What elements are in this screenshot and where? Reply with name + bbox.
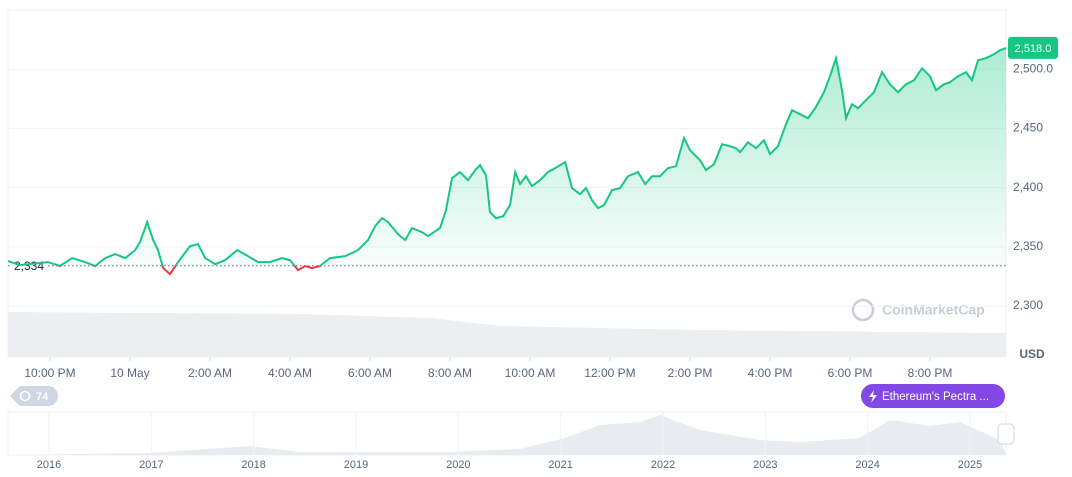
x-tick-label: 8:00 PM	[908, 366, 953, 380]
x-tick-label: 2:00 PM	[668, 366, 713, 380]
price-tag	[1008, 36, 1058, 59]
area	[8, 47, 1006, 266]
currency-label: USD	[1019, 347, 1045, 361]
watermark-text: CoinMarketCap	[882, 302, 985, 318]
x-tick-label: 10:00 PM	[24, 366, 75, 380]
navigator-year: 2022	[651, 459, 675, 471]
badge-count[interactable]: 74	[36, 391, 49, 403]
watermark: CoinMarketCap	[851, 298, 985, 322]
y-tick-label: 2,450	[1013, 121, 1043, 135]
y-tick-label: 2,300	[1013, 298, 1043, 312]
navigator-year: 2023	[753, 459, 777, 471]
x-tick-label: 4:00 PM	[748, 366, 793, 380]
navigator-handle[interactable]	[997, 423, 1015, 445]
x-tick-label: 10 May	[110, 366, 149, 380]
price-tag-label: 2,518.0	[1015, 43, 1052, 55]
x-tick-label: 4:00 AM	[268, 366, 312, 380]
navigator-year: 2021	[548, 459, 572, 471]
price-line	[7, 46, 1007, 266]
navigator-area	[8, 415, 1006, 455]
navigator-year: 2018	[241, 459, 265, 471]
y-tick-label: 2,400	[1013, 180, 1043, 194]
x-tick-label: 6:00 PM	[828, 366, 873, 380]
y-tick-label: 2,500.0	[1013, 61, 1053, 75]
navigator-year: 2017	[139, 459, 163, 471]
x-tick-label: 8:00 AM	[428, 366, 472, 380]
navigator-year: 2016	[37, 459, 61, 471]
volume-area	[8, 312, 1006, 357]
event-text[interactable]: Ethereum's Pectra ...	[882, 391, 989, 403]
navigator-year: 2019	[344, 459, 368, 471]
event-badge[interactable]: Ethereum's Pectra ...	[861, 384, 1005, 408]
x-tick-label: 6:00 AM	[348, 366, 392, 380]
baseline-label: 2,334	[14, 259, 44, 273]
x-tick-label: 12:00 PM	[584, 366, 635, 380]
navigator-year: 2025	[958, 459, 982, 471]
navigator-year: 2024	[855, 459, 879, 471]
navigator-year: 2020	[446, 459, 470, 471]
y-tick-label: 2,350	[1013, 239, 1043, 253]
x-tick-label: 10:00 AM	[505, 366, 556, 380]
badge[interactable]: 74	[10, 386, 58, 406]
x-tick-label: 2:00 AM	[188, 366, 232, 380]
